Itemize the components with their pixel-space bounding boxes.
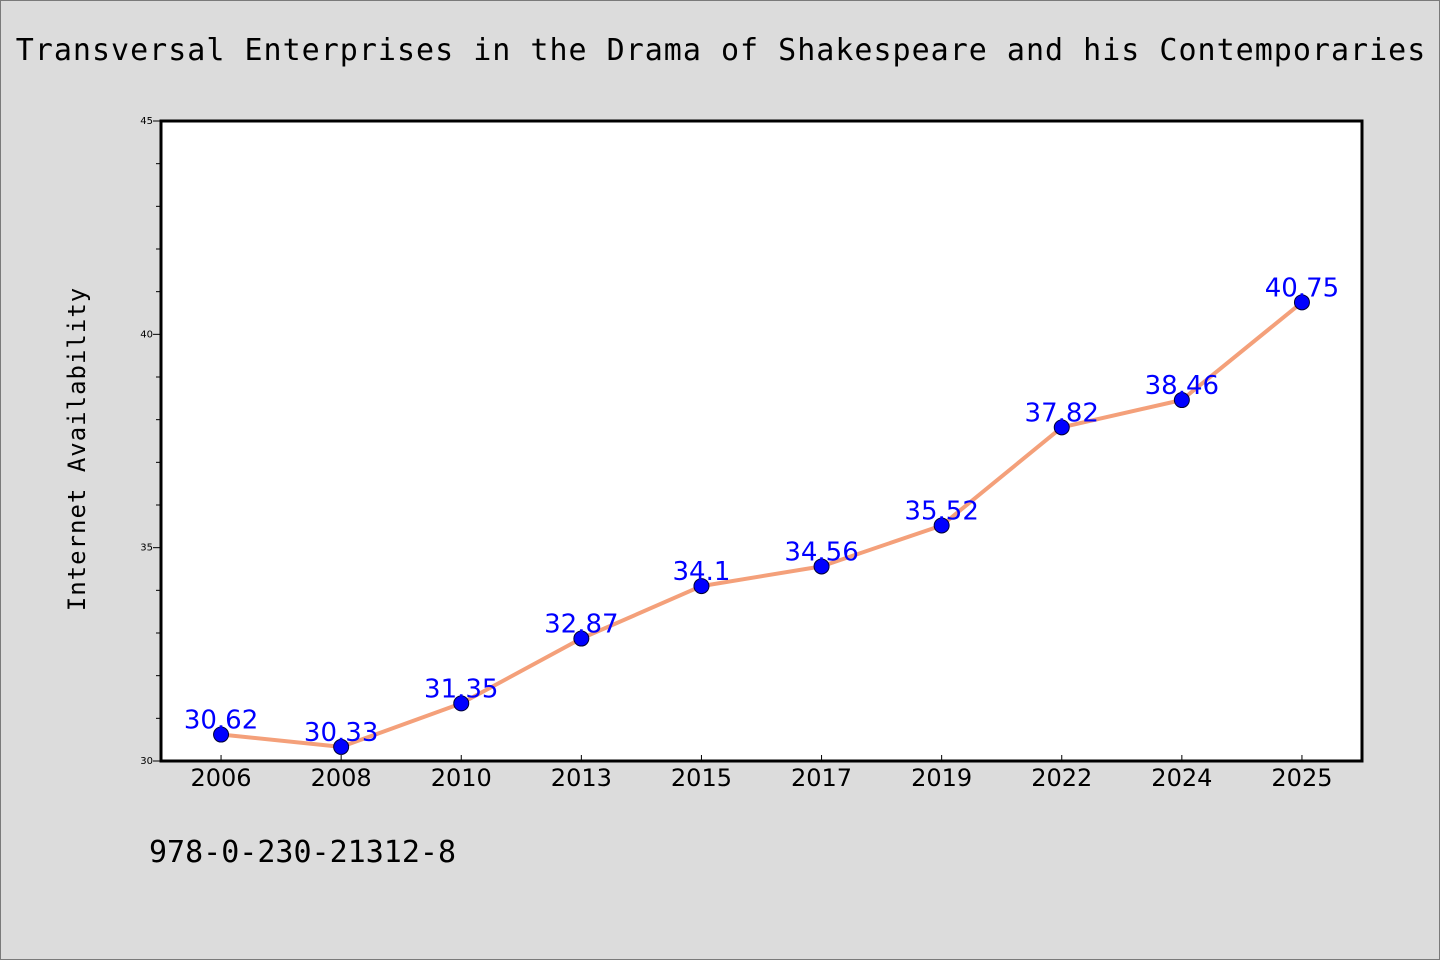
x-axis: 2006 2008 2010 2013 2015 2017 2019 2022 2024 2025 xyxy=(191,755,1332,792)
y-tick-label: 45 xyxy=(140,116,153,127)
data-label: 30.62 xyxy=(184,706,258,736)
chart-footnote: 978-0-230-21312-8 xyxy=(149,835,457,870)
data-point xyxy=(1173,392,1190,409)
x-tick-label: 2015 xyxy=(671,764,732,792)
data-point xyxy=(453,695,470,712)
y-axis-title: Internet Availability xyxy=(63,287,91,611)
x-tick-label: 2017 xyxy=(791,764,852,792)
data-label: 37.82 xyxy=(1025,398,1099,428)
data-label: 35.52 xyxy=(904,496,978,526)
data-point xyxy=(573,630,590,647)
y-tick-label: 40 xyxy=(140,329,153,340)
data-label: 38.46 xyxy=(1145,371,1219,401)
data-point xyxy=(813,558,830,575)
data-label: 40.75 xyxy=(1265,273,1339,303)
data-label: 34.56 xyxy=(784,537,858,567)
data-point xyxy=(213,726,230,743)
x-tick-label: 2024 xyxy=(1151,764,1212,792)
data-label: 32.87 xyxy=(544,610,618,640)
data-label: 30.33 xyxy=(304,718,378,748)
x-tick-label: 2022 xyxy=(1031,764,1092,792)
series-layer: 30.62 30.33 31.35 32.87 34.1 34.56 35.52 37.82 3… xyxy=(184,273,1339,755)
x-tick-label: 2019 xyxy=(911,764,972,792)
data-point xyxy=(333,738,350,755)
x-tick-label: 2013 xyxy=(551,764,612,792)
plot-area xyxy=(159,119,1364,763)
data-point xyxy=(933,517,950,534)
x-tick-label: 2025 xyxy=(1271,764,1332,792)
x-tick-label: 2008 xyxy=(311,764,372,792)
data-label: 31.35 xyxy=(424,674,498,704)
y-axis: 30 35 40 45 xyxy=(140,116,161,767)
y-tick-label: 30 xyxy=(140,756,153,767)
y-tick-label: 35 xyxy=(140,543,153,554)
series-line xyxy=(219,300,1304,749)
data-point xyxy=(1053,419,1070,436)
chart-title: Transversal Enterprises in the Drama of … xyxy=(15,33,1427,68)
data-label: 34.1 xyxy=(673,557,731,587)
data-point xyxy=(1293,294,1310,311)
x-tick-label: 2010 xyxy=(431,764,492,792)
x-tick-label: 2006 xyxy=(191,764,252,792)
data-point xyxy=(693,578,710,595)
